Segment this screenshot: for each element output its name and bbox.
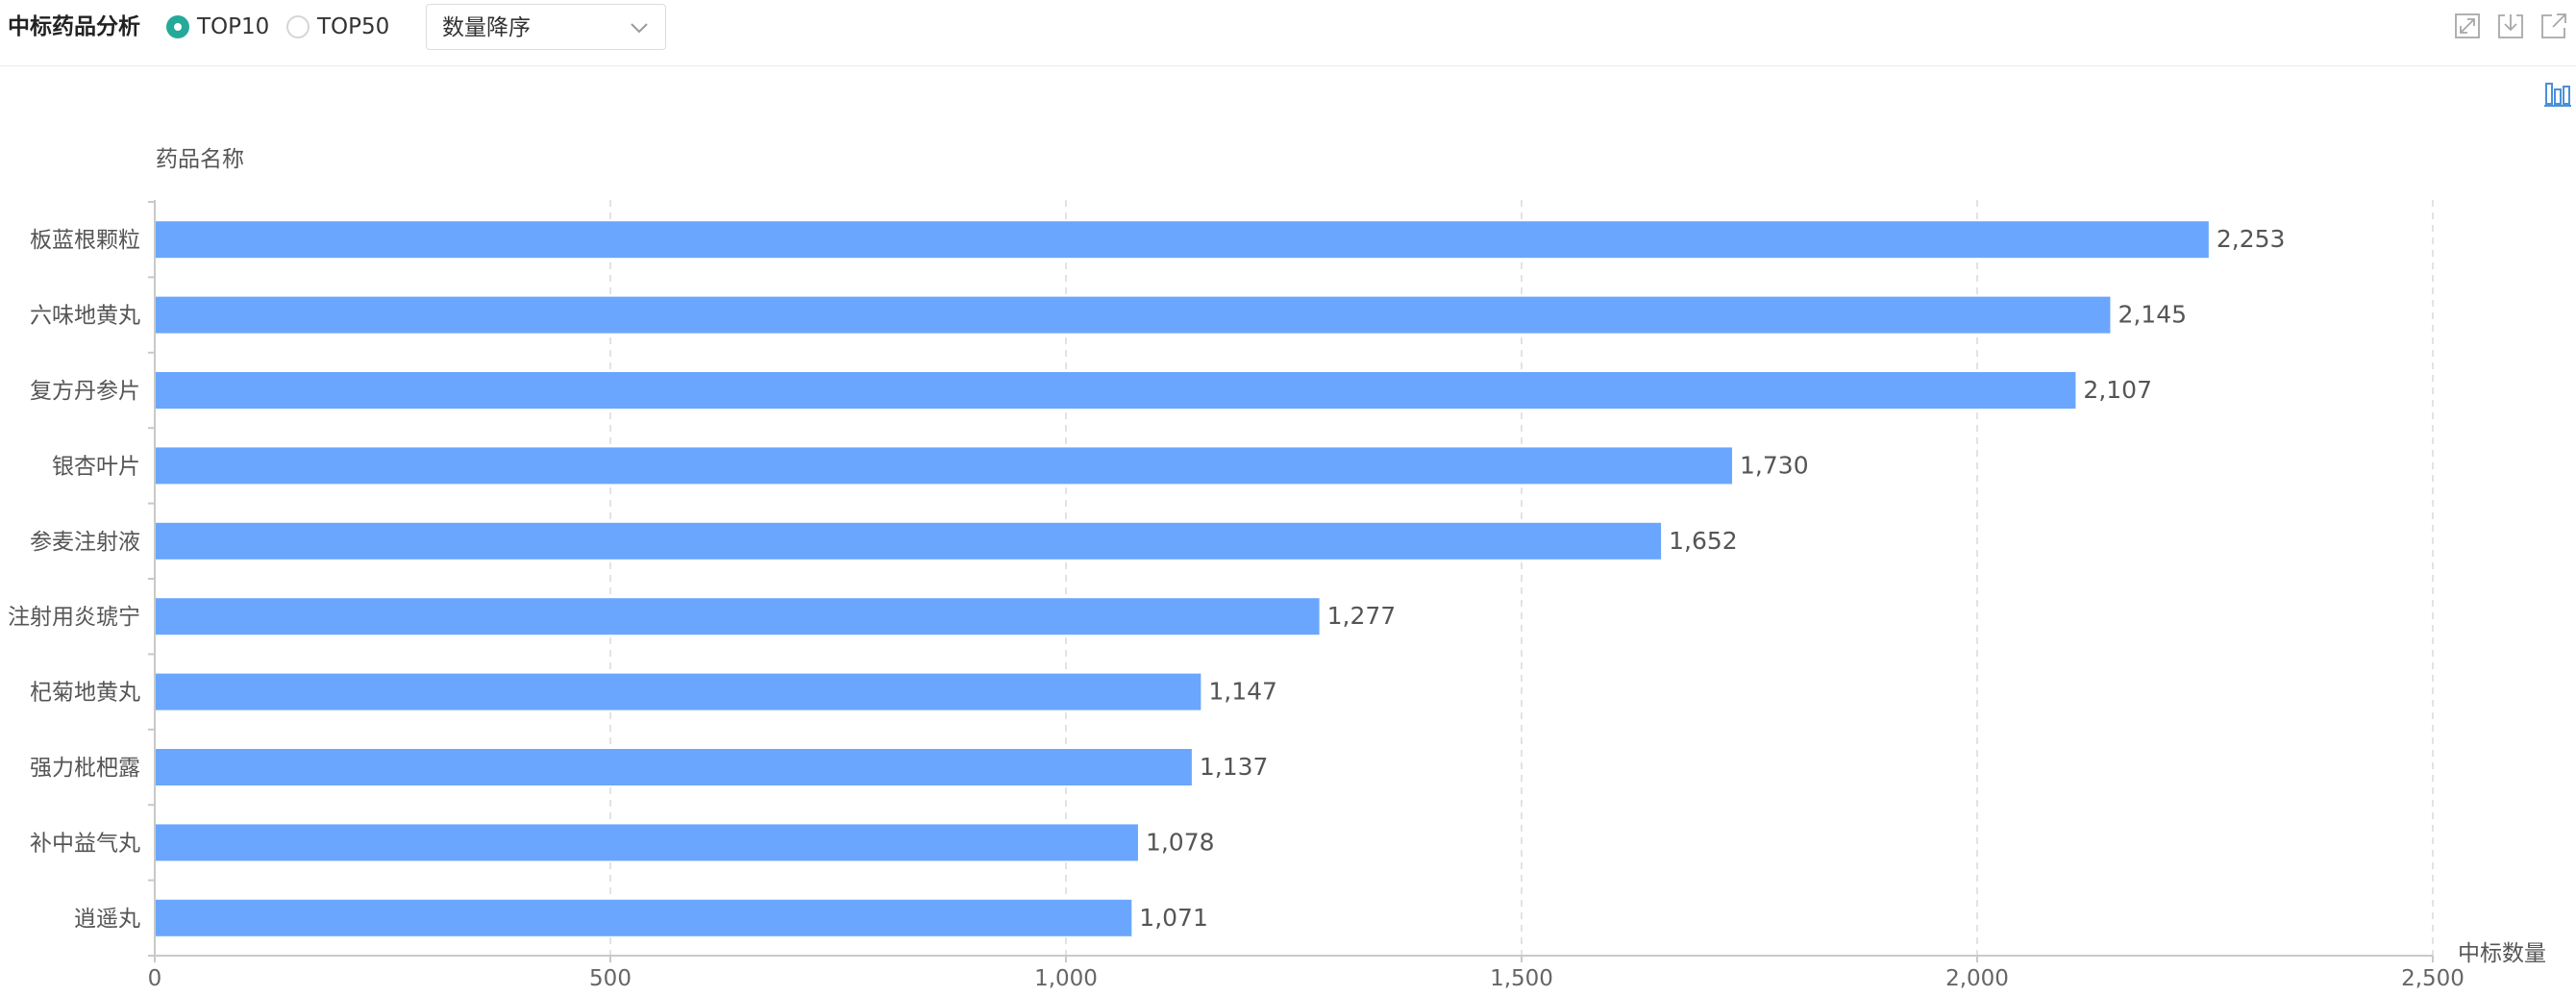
radio-top50[interactable]: TOP50 bbox=[286, 12, 389, 41]
radio-checked-icon[interactable] bbox=[166, 15, 189, 38]
bar bbox=[156, 372, 2076, 409]
y-tick-label: 板蓝根颗粒 bbox=[30, 228, 140, 253]
radio-top10[interactable]: TOP10 bbox=[166, 12, 269, 41]
bar bbox=[156, 749, 1192, 785]
bar-value-label: 2,107 bbox=[2083, 376, 2152, 404]
bar bbox=[156, 824, 1138, 861]
radio-top50-label: TOP50 bbox=[317, 14, 390, 39]
bar bbox=[156, 296, 2111, 334]
bar-value-label: 1,137 bbox=[1200, 753, 1269, 781]
y-tick-label: 银杏叶片 bbox=[52, 454, 140, 479]
bar-value-label: 1,652 bbox=[1669, 527, 1738, 555]
radio-unchecked-icon[interactable] bbox=[286, 15, 310, 38]
sort-select[interactable]: 数量降序 bbox=[426, 4, 666, 50]
chevron-down-icon bbox=[631, 23, 648, 34]
bar-value-label: 2,253 bbox=[2217, 225, 2286, 253]
bar-value-label: 1,078 bbox=[1146, 828, 1215, 856]
bar bbox=[156, 598, 1320, 636]
bar bbox=[156, 447, 1733, 485]
y-tick-label: 注射用炎琥宁 bbox=[8, 605, 140, 630]
bar-chart-icon[interactable] bbox=[2543, 79, 2572, 108]
bar bbox=[156, 522, 1662, 560]
x-tick-label: 0 bbox=[148, 966, 162, 991]
y-tick-label: 六味地黄丸 bbox=[30, 304, 140, 329]
bar-value-label: 1,277 bbox=[1327, 602, 1397, 630]
bar bbox=[156, 673, 1201, 710]
y-tick-label: 逍遥丸 bbox=[74, 907, 140, 932]
bar-value-label: 1,071 bbox=[1139, 904, 1208, 932]
y-tick-label: 强力枇杷露 bbox=[30, 756, 140, 781]
bar-chart: 药品名称 中标数量 2,253 2,145 2,107 1,730 1,652 1,277… bbox=[8, 147, 2546, 991]
y-axis-title: 药品名称 bbox=[156, 147, 244, 172]
chart-title: 中标药品分析 bbox=[8, 14, 140, 39]
bar-value-label: 1,147 bbox=[1208, 678, 1277, 706]
bar-value-label: 2,145 bbox=[2118, 301, 2187, 329]
sort-select-value: 数量降序 bbox=[442, 15, 531, 40]
y-tick-label: 补中益气丸 bbox=[30, 831, 140, 856]
y-tick-label: 复方丹参片 bbox=[30, 379, 140, 404]
x-axis-title: 中标数量 bbox=[2458, 941, 2546, 966]
chart-header: 中标药品分析 TOP10 TOP50 数量降序 bbox=[0, 0, 2576, 66]
x-tick-label: 1,000 bbox=[1034, 966, 1098, 991]
radio-top10-label: TOP10 bbox=[197, 14, 270, 39]
bar-value-label: 1,730 bbox=[1740, 451, 1809, 479]
x-tick-label: 2,000 bbox=[1945, 966, 2009, 991]
external-link-icon[interactable] bbox=[2539, 12, 2568, 40]
x-tick-label: 500 bbox=[589, 966, 632, 991]
expand-icon[interactable] bbox=[2453, 12, 2482, 40]
bar bbox=[156, 221, 2209, 259]
bar bbox=[156, 899, 1132, 936]
x-tick-label: 2,500 bbox=[2401, 966, 2465, 991]
y-tick-label: 参麦注射液 bbox=[30, 530, 140, 555]
download-icon[interactable] bbox=[2496, 12, 2525, 40]
x-tick-label: 1,500 bbox=[1490, 966, 1553, 991]
y-tick-label: 杞菊地黄丸 bbox=[30, 681, 140, 706]
